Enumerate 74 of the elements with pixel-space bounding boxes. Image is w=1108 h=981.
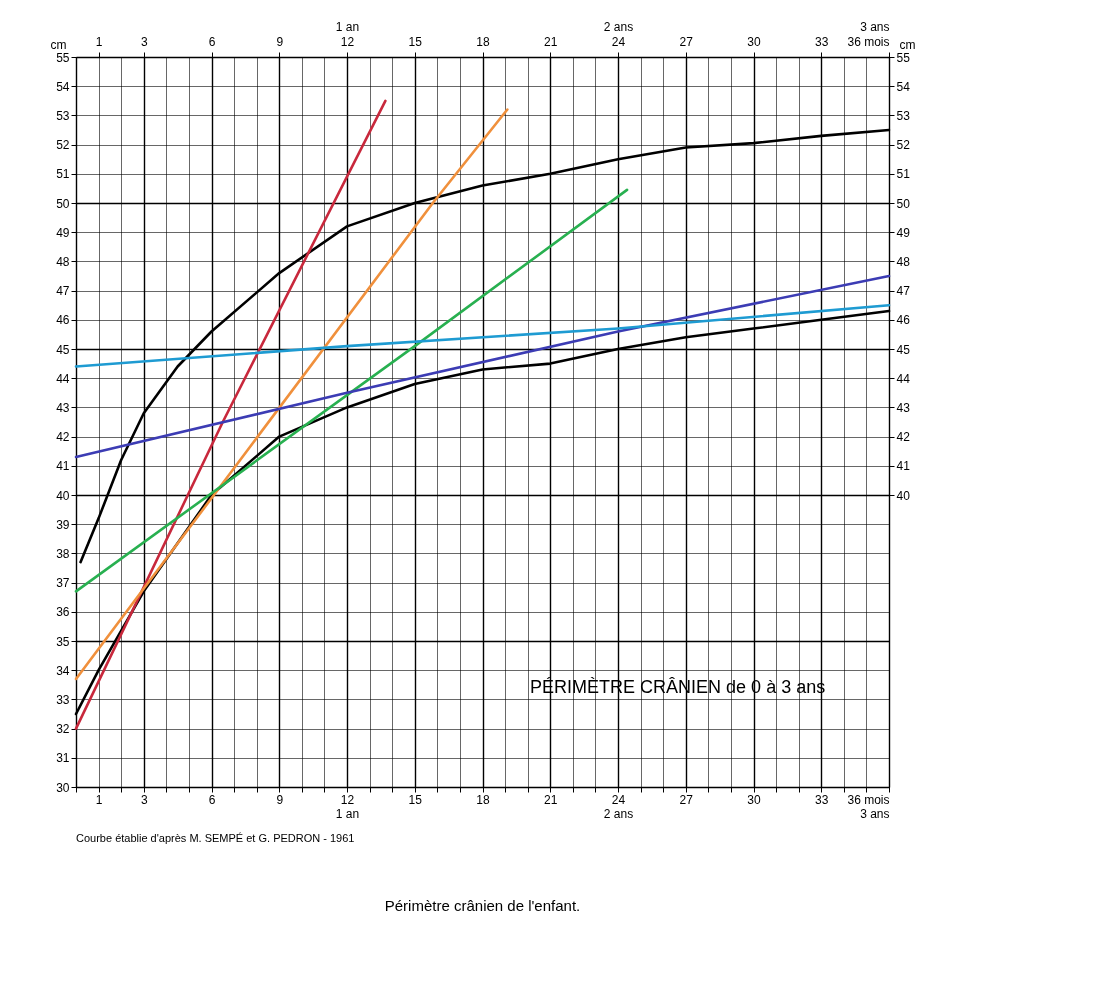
y-tick-label: 51 bbox=[56, 167, 70, 182]
x2-tick-label: 15 bbox=[408, 34, 423, 49]
y2-tick-label: 46 bbox=[896, 313, 911, 328]
y-tick-label: 31 bbox=[56, 751, 70, 766]
y-tick-label: 30 bbox=[56, 780, 70, 795]
y-tick-label: 41 bbox=[56, 459, 70, 474]
y-tick-label: 45 bbox=[56, 342, 70, 357]
x-tick-label: 30 bbox=[747, 792, 761, 807]
y-tick-label: 38 bbox=[56, 546, 70, 561]
y-tick-label: 49 bbox=[56, 225, 70, 240]
x2-tick-label: 6 bbox=[208, 34, 216, 49]
y2-tick-label: 55 bbox=[896, 50, 911, 65]
y-tick-label: 46 bbox=[56, 313, 70, 328]
y-tick-label: 43 bbox=[56, 400, 70, 415]
y2-tick-label: 42 bbox=[896, 430, 911, 445]
y2-tick-label: 47 bbox=[896, 284, 911, 299]
x2-tick-label: 1 bbox=[95, 34, 103, 49]
y2-tick-label: 44 bbox=[896, 371, 911, 386]
x-tick-label: 33 bbox=[815, 792, 829, 807]
x2-tick-label: 3 ans 36 mois bbox=[847, 19, 890, 49]
x-tick-label: 36 mois 3 ans bbox=[847, 792, 890, 821]
line-series bbox=[74, 303, 891, 368]
y-tick-label: 55 bbox=[56, 50, 70, 65]
x-tick-label: 27 bbox=[679, 792, 694, 807]
x2-tick-label: 30 bbox=[747, 34, 761, 49]
x-tick-label: 9 bbox=[276, 792, 284, 807]
x-tick-label: 3 bbox=[140, 792, 148, 807]
y-tick-label: 52 bbox=[56, 138, 70, 153]
y-tick-label: 50 bbox=[56, 196, 70, 211]
y-tick-label: 47 bbox=[56, 284, 70, 299]
x2-tick-label: 21 bbox=[544, 34, 558, 49]
y-tick-label: 44 bbox=[56, 371, 70, 386]
y2-tick-label: 51 bbox=[896, 167, 911, 182]
x2-tick-label: 3 bbox=[140, 34, 148, 49]
y2-tick-label: 50 bbox=[896, 196, 911, 211]
x2-tick-label: 27 bbox=[679, 34, 694, 49]
x2-tick-label: 18 bbox=[476, 34, 490, 49]
y2-tick-label: 40 bbox=[896, 488, 911, 503]
x2-tick-label: 33 bbox=[815, 34, 829, 49]
y-tick-label: 34 bbox=[56, 663, 70, 678]
y-tick-label: 39 bbox=[56, 517, 70, 532]
y-tick-label: 54 bbox=[56, 79, 70, 94]
x2-tick-label: 2 ans 24 bbox=[603, 19, 634, 49]
x2-tick-label: 9 bbox=[276, 34, 284, 49]
x-tick-label: 6 bbox=[208, 792, 216, 807]
x-tick-label: 18 bbox=[476, 792, 490, 807]
y2-tick-label: 54 bbox=[896, 79, 911, 94]
text: Courbe établie d'après M. SEMPÉ et G. PEDRON - 1961 bbox=[76, 832, 355, 844]
y-axis-title: cm bbox=[50, 37, 67, 52]
x-tick-label: 21 bbox=[544, 792, 558, 807]
y-tick-label: 32 bbox=[56, 722, 70, 737]
line-series bbox=[74, 274, 891, 459]
y2-axis-title: cm bbox=[899, 37, 916, 52]
y2-tick-label: 52 bbox=[896, 138, 911, 153]
x2-tick-label: 1 an 12 bbox=[335, 19, 360, 49]
y2-tick-label: 43 bbox=[896, 400, 911, 415]
y-tick-label: 42 bbox=[56, 430, 70, 445]
x-tick-label: 1 bbox=[95, 792, 103, 807]
x-tick-label: 24 2 ans bbox=[603, 792, 634, 821]
y2-tick-label: 49 bbox=[896, 225, 911, 240]
y2-tick-label: 48 bbox=[896, 254, 911, 269]
y2-tick-label: 41 bbox=[896, 459, 911, 474]
y-tick-label: 37 bbox=[56, 576, 70, 591]
y-tick-label: 35 bbox=[56, 634, 70, 649]
y2-tick-label: 45 bbox=[896, 342, 911, 357]
text: Périmètre crânien de l'enfant. bbox=[384, 897, 581, 914]
y-tick-label: 48 bbox=[56, 254, 70, 269]
y-tick-label: 36 bbox=[56, 605, 70, 620]
y-tick-label: 40 bbox=[56, 488, 70, 503]
y-tick-label: 33 bbox=[56, 692, 70, 707]
y-tick-label: 53 bbox=[56, 108, 70, 123]
x-tick-label: 15 bbox=[408, 792, 423, 807]
y2-tick-label: 53 bbox=[896, 108, 911, 123]
x-tick-label: 12 1 an bbox=[335, 792, 360, 821]
